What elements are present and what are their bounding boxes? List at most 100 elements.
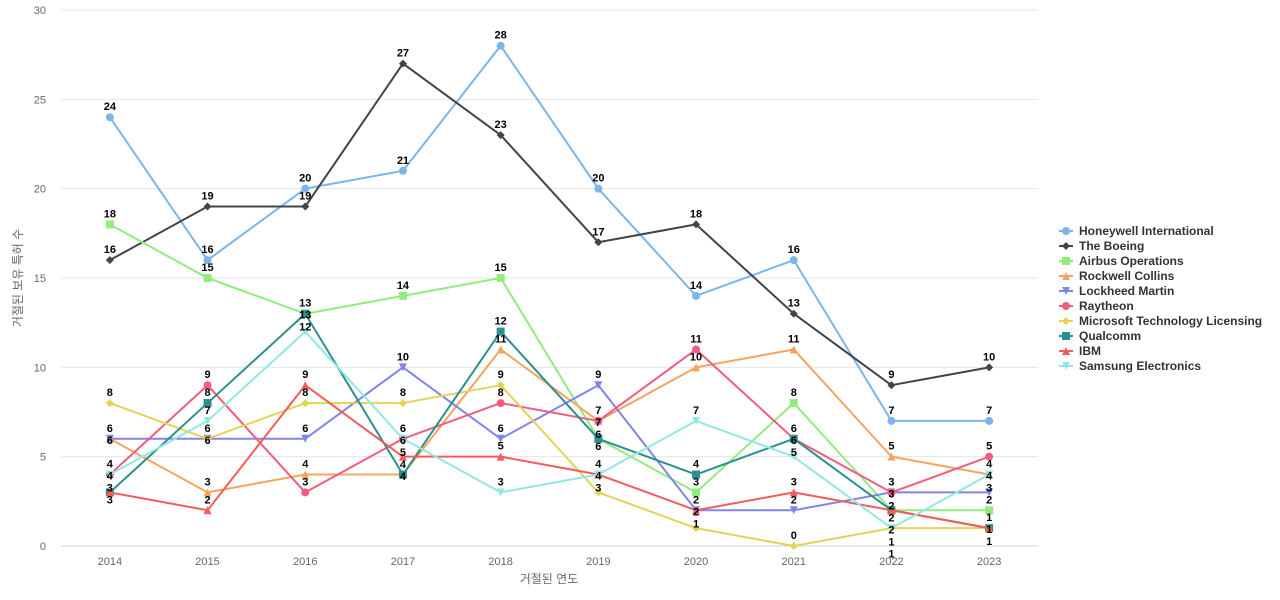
data-point[interactable] <box>985 363 994 372</box>
data-point[interactable] <box>789 399 798 408</box>
data-point[interactable] <box>594 416 603 425</box>
data-point[interactable] <box>398 166 407 175</box>
series-line[interactable] <box>109 348 990 494</box>
legend-item[interactable]: Lockheed Martin <box>1059 284 1174 298</box>
data-point[interactable] <box>789 542 798 550</box>
data-point[interactable] <box>203 202 212 211</box>
data-point[interactable] <box>887 506 896 515</box>
data-point[interactable] <box>594 381 603 390</box>
data-point[interactable] <box>594 434 603 443</box>
data-point[interactable] <box>105 256 114 265</box>
data-point[interactable] <box>496 488 505 497</box>
data-point[interactable] <box>105 399 114 408</box>
data-point[interactable] <box>203 416 212 425</box>
data-point[interactable] <box>496 274 505 282</box>
data-point[interactable] <box>594 184 603 193</box>
data-point[interactable] <box>789 506 798 515</box>
data-point[interactable] <box>105 470 114 479</box>
data-point[interactable] <box>301 184 310 193</box>
data-point[interactable] <box>301 309 310 318</box>
data-point[interactable] <box>985 506 994 515</box>
data-point[interactable] <box>496 434 505 443</box>
data-point[interactable] <box>105 113 114 122</box>
data-point[interactable] <box>887 381 896 390</box>
data-point[interactable] <box>203 256 212 265</box>
data-point[interactable] <box>985 416 994 425</box>
data-point[interactable] <box>398 470 407 479</box>
data-point[interactable] <box>398 291 407 300</box>
legend-symbol[interactable] <box>1062 362 1070 370</box>
data-point[interactable] <box>789 488 798 497</box>
legend-symbol[interactable] <box>1062 347 1070 355</box>
legend-symbol[interactable] <box>1062 317 1070 325</box>
legend-item[interactable]: Raytheon <box>1059 299 1134 313</box>
data-point[interactable] <box>789 434 798 443</box>
data-point[interactable] <box>496 41 505 50</box>
legend-item[interactable]: Rockwell Collins <box>1059 269 1175 283</box>
data-point[interactable] <box>887 416 896 425</box>
legend-item[interactable]: The Boeing <box>1059 239 1144 253</box>
data-point[interactable] <box>496 452 505 461</box>
data-point[interactable] <box>301 202 310 211</box>
data-point[interactable] <box>789 256 798 265</box>
data-point[interactable] <box>887 488 896 497</box>
series-line[interactable] <box>109 384 990 530</box>
data-point[interactable] <box>203 399 212 408</box>
legend-symbol[interactable] <box>1062 332 1070 340</box>
data-point[interactable] <box>203 274 212 282</box>
legend-symbol[interactable] <box>1062 272 1070 280</box>
data-point[interactable] <box>887 452 896 461</box>
data-point[interactable] <box>301 327 310 336</box>
data-point[interactable] <box>789 309 798 318</box>
legend-symbol[interactable] <box>1062 242 1070 250</box>
data-point[interactable] <box>496 327 505 336</box>
data-point[interactable] <box>692 524 701 533</box>
data-point[interactable] <box>985 524 994 533</box>
legend-symbol[interactable] <box>1062 257 1070 265</box>
legend-item[interactable]: Microsoft Technology Licensing <box>1059 314 1262 328</box>
legend-item[interactable]: Qualcomm <box>1059 329 1141 343</box>
data-point[interactable] <box>496 131 505 140</box>
data-point[interactable] <box>594 238 603 247</box>
data-point[interactable] <box>105 220 114 229</box>
data-point[interactable] <box>203 381 212 390</box>
series-line[interactable] <box>109 223 990 512</box>
series-line[interactable] <box>109 384 990 547</box>
data-point[interactable] <box>692 470 701 479</box>
data-point[interactable] <box>496 381 505 390</box>
data-point[interactable] <box>301 470 310 479</box>
series-line[interactable] <box>109 62 990 387</box>
data-point[interactable] <box>692 506 701 515</box>
data-point[interactable] <box>301 434 310 443</box>
data-point[interactable] <box>594 470 603 479</box>
data-point[interactable] <box>301 399 310 408</box>
data-point[interactable] <box>496 345 505 354</box>
legend-item[interactable]: Samsung Electronics <box>1059 359 1201 373</box>
data-point[interactable] <box>985 470 994 479</box>
legend-item[interactable]: Airbus Operations <box>1059 254 1184 268</box>
legend-item[interactable]: IBM <box>1059 344 1101 358</box>
data-point[interactable] <box>692 416 701 425</box>
legend-symbol[interactable] <box>1062 302 1070 310</box>
data-point[interactable] <box>789 452 798 461</box>
data-point[interactable] <box>398 399 407 408</box>
data-point[interactable] <box>398 434 407 443</box>
data-point[interactable] <box>203 488 212 497</box>
data-point[interactable] <box>398 452 407 461</box>
data-point[interactable] <box>496 399 505 408</box>
data-point[interactable] <box>692 488 701 497</box>
legend-symbol[interactable] <box>1062 227 1070 235</box>
legend-item[interactable]: Honeywell International <box>1059 224 1214 238</box>
legend-symbol[interactable] <box>1062 287 1070 295</box>
data-point[interactable] <box>203 434 212 443</box>
data-point[interactable] <box>398 59 407 68</box>
data-point[interactable] <box>105 434 114 443</box>
data-point[interactable] <box>985 488 994 497</box>
data-point[interactable] <box>789 345 798 354</box>
series-line[interactable] <box>109 330 990 530</box>
data-point[interactable] <box>887 524 896 533</box>
data-point[interactable] <box>398 363 407 372</box>
data-point[interactable] <box>203 506 212 515</box>
data-point[interactable] <box>594 488 603 497</box>
data-point[interactable] <box>985 452 994 461</box>
